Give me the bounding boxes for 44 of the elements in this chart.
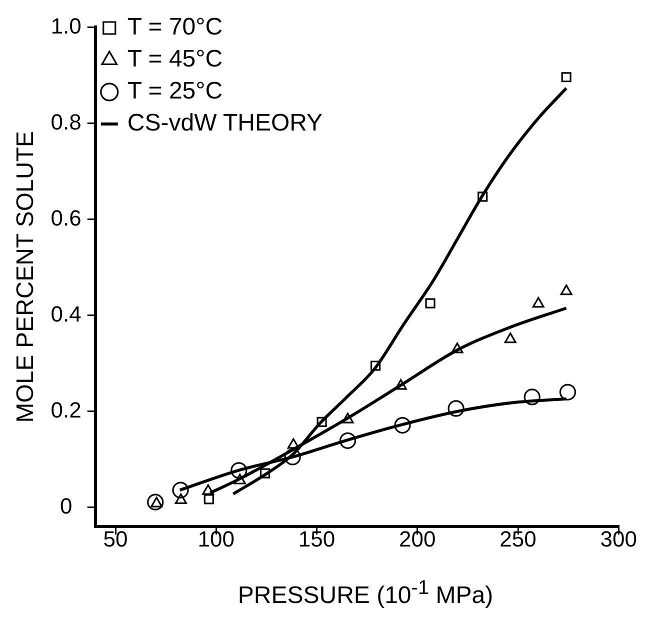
point — [448, 400, 464, 417]
point — [284, 448, 301, 466]
point — [342, 412, 354, 424]
y-tick-label: 0.8 — [50, 109, 82, 134]
point — [478, 192, 488, 202]
x-tick-label: 150 — [298, 526, 336, 552]
x-tick-label: 100 — [198, 526, 234, 552]
point — [394, 379, 407, 390]
legend-label: T = 45°C — [127, 46, 223, 73]
point — [560, 284, 572, 296]
point — [524, 388, 540, 406]
point — [394, 416, 411, 434]
x-tick-label: 200 — [399, 526, 436, 552]
y-tick-label: 0 — [60, 493, 72, 518]
point — [147, 494, 164, 510]
point — [260, 468, 270, 478]
point — [559, 384, 576, 400]
y-tick-label: 0.2 — [50, 397, 82, 422]
x-axis-title: PRESSURE (10$^{-1}$ MPa) — [236, 577, 494, 610]
y-tick-label: 0.4 — [50, 301, 82, 326]
point — [561, 72, 572, 82]
point — [504, 332, 516, 344]
point — [532, 296, 544, 308]
point — [202, 484, 214, 495]
point — [287, 438, 300, 449]
legend-label: CS-vdW THEORY — [127, 110, 323, 137]
point — [451, 342, 464, 354]
x-tick-label: 250 — [500, 526, 536, 552]
legend-label: T = 70°C — [127, 14, 223, 41]
y-tick-label: 1.0 — [50, 13, 82, 38]
point — [425, 298, 436, 308]
x-tick-label: 300 — [600, 526, 638, 552]
y-tick-label: 0.6 — [50, 205, 82, 230]
point — [316, 416, 327, 427]
point — [174, 493, 187, 504]
x-tick-label: 50 — [103, 526, 128, 552]
point — [204, 494, 214, 504]
point — [230, 462, 248, 479]
point — [370, 360, 381, 371]
point — [172, 482, 189, 498]
legend-label: T = 25°C — [127, 78, 223, 105]
point — [339, 432, 356, 449]
y-axis-title: MOLE PERCENT SOLUTE — [12, 131, 40, 423]
point — [234, 474, 246, 484]
